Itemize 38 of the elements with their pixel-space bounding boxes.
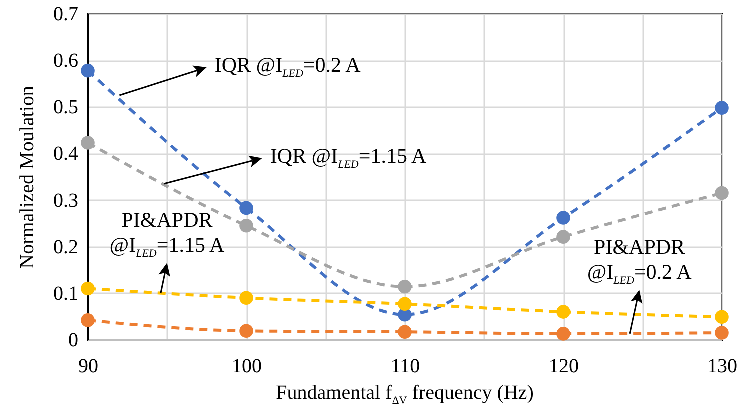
y-tick-label: 0.4: [54, 143, 78, 166]
point: [81, 314, 95, 328]
point: [240, 324, 254, 338]
point: [240, 201, 254, 216]
x-tick-label: 120: [549, 356, 579, 378]
y-tick-label: 0: [68, 330, 78, 352]
x-tick-label: 130: [708, 356, 738, 378]
x-tick-label: 90: [78, 356, 98, 378]
y-tick-label: 0.5: [54, 96, 78, 119]
point: [556, 230, 570, 244]
x-tick-label: 100: [232, 356, 262, 378]
point: [715, 186, 729, 200]
annotation: IQR @I$_{LED}$=1.15 A: [270, 144, 427, 173]
point: [556, 327, 570, 341]
x-tick-label: 110: [390, 356, 420, 378]
y-tick-label: 0.2: [54, 236, 78, 258]
point: [398, 325, 412, 339]
y-tick-label: 0.7: [54, 4, 78, 26]
point: [715, 326, 729, 340]
y-axis-title: Normalized Moulation: [16, 86, 38, 269]
annotation: PI&APDR @I$_{LED}$=0.2 A: [587, 234, 692, 288]
point: [240, 291, 254, 305]
point: [81, 136, 95, 150]
point: [715, 101, 729, 115]
annotation: PI&APDR @I$_{LED}$=1.15 A: [110, 208, 225, 262]
y-tick-label: 0.1: [54, 282, 78, 305]
point: [398, 297, 412, 312]
x-axis-title: Fundamental f$_{ΔV}$ frequency (Hz): [276, 382, 534, 407]
point: [556, 211, 570, 225]
point: [240, 219, 254, 233]
point: [81, 282, 95, 296]
point: [715, 310, 729, 324]
point: [556, 305, 570, 319]
point: [81, 64, 95, 78]
point: [398, 280, 412, 294]
y-tick-label: 0.3: [54, 190, 78, 212]
annotation: IQR @I$_{LED}$=0.2 A: [214, 53, 361, 82]
y-tick-label: 0.6: [54, 50, 78, 72]
